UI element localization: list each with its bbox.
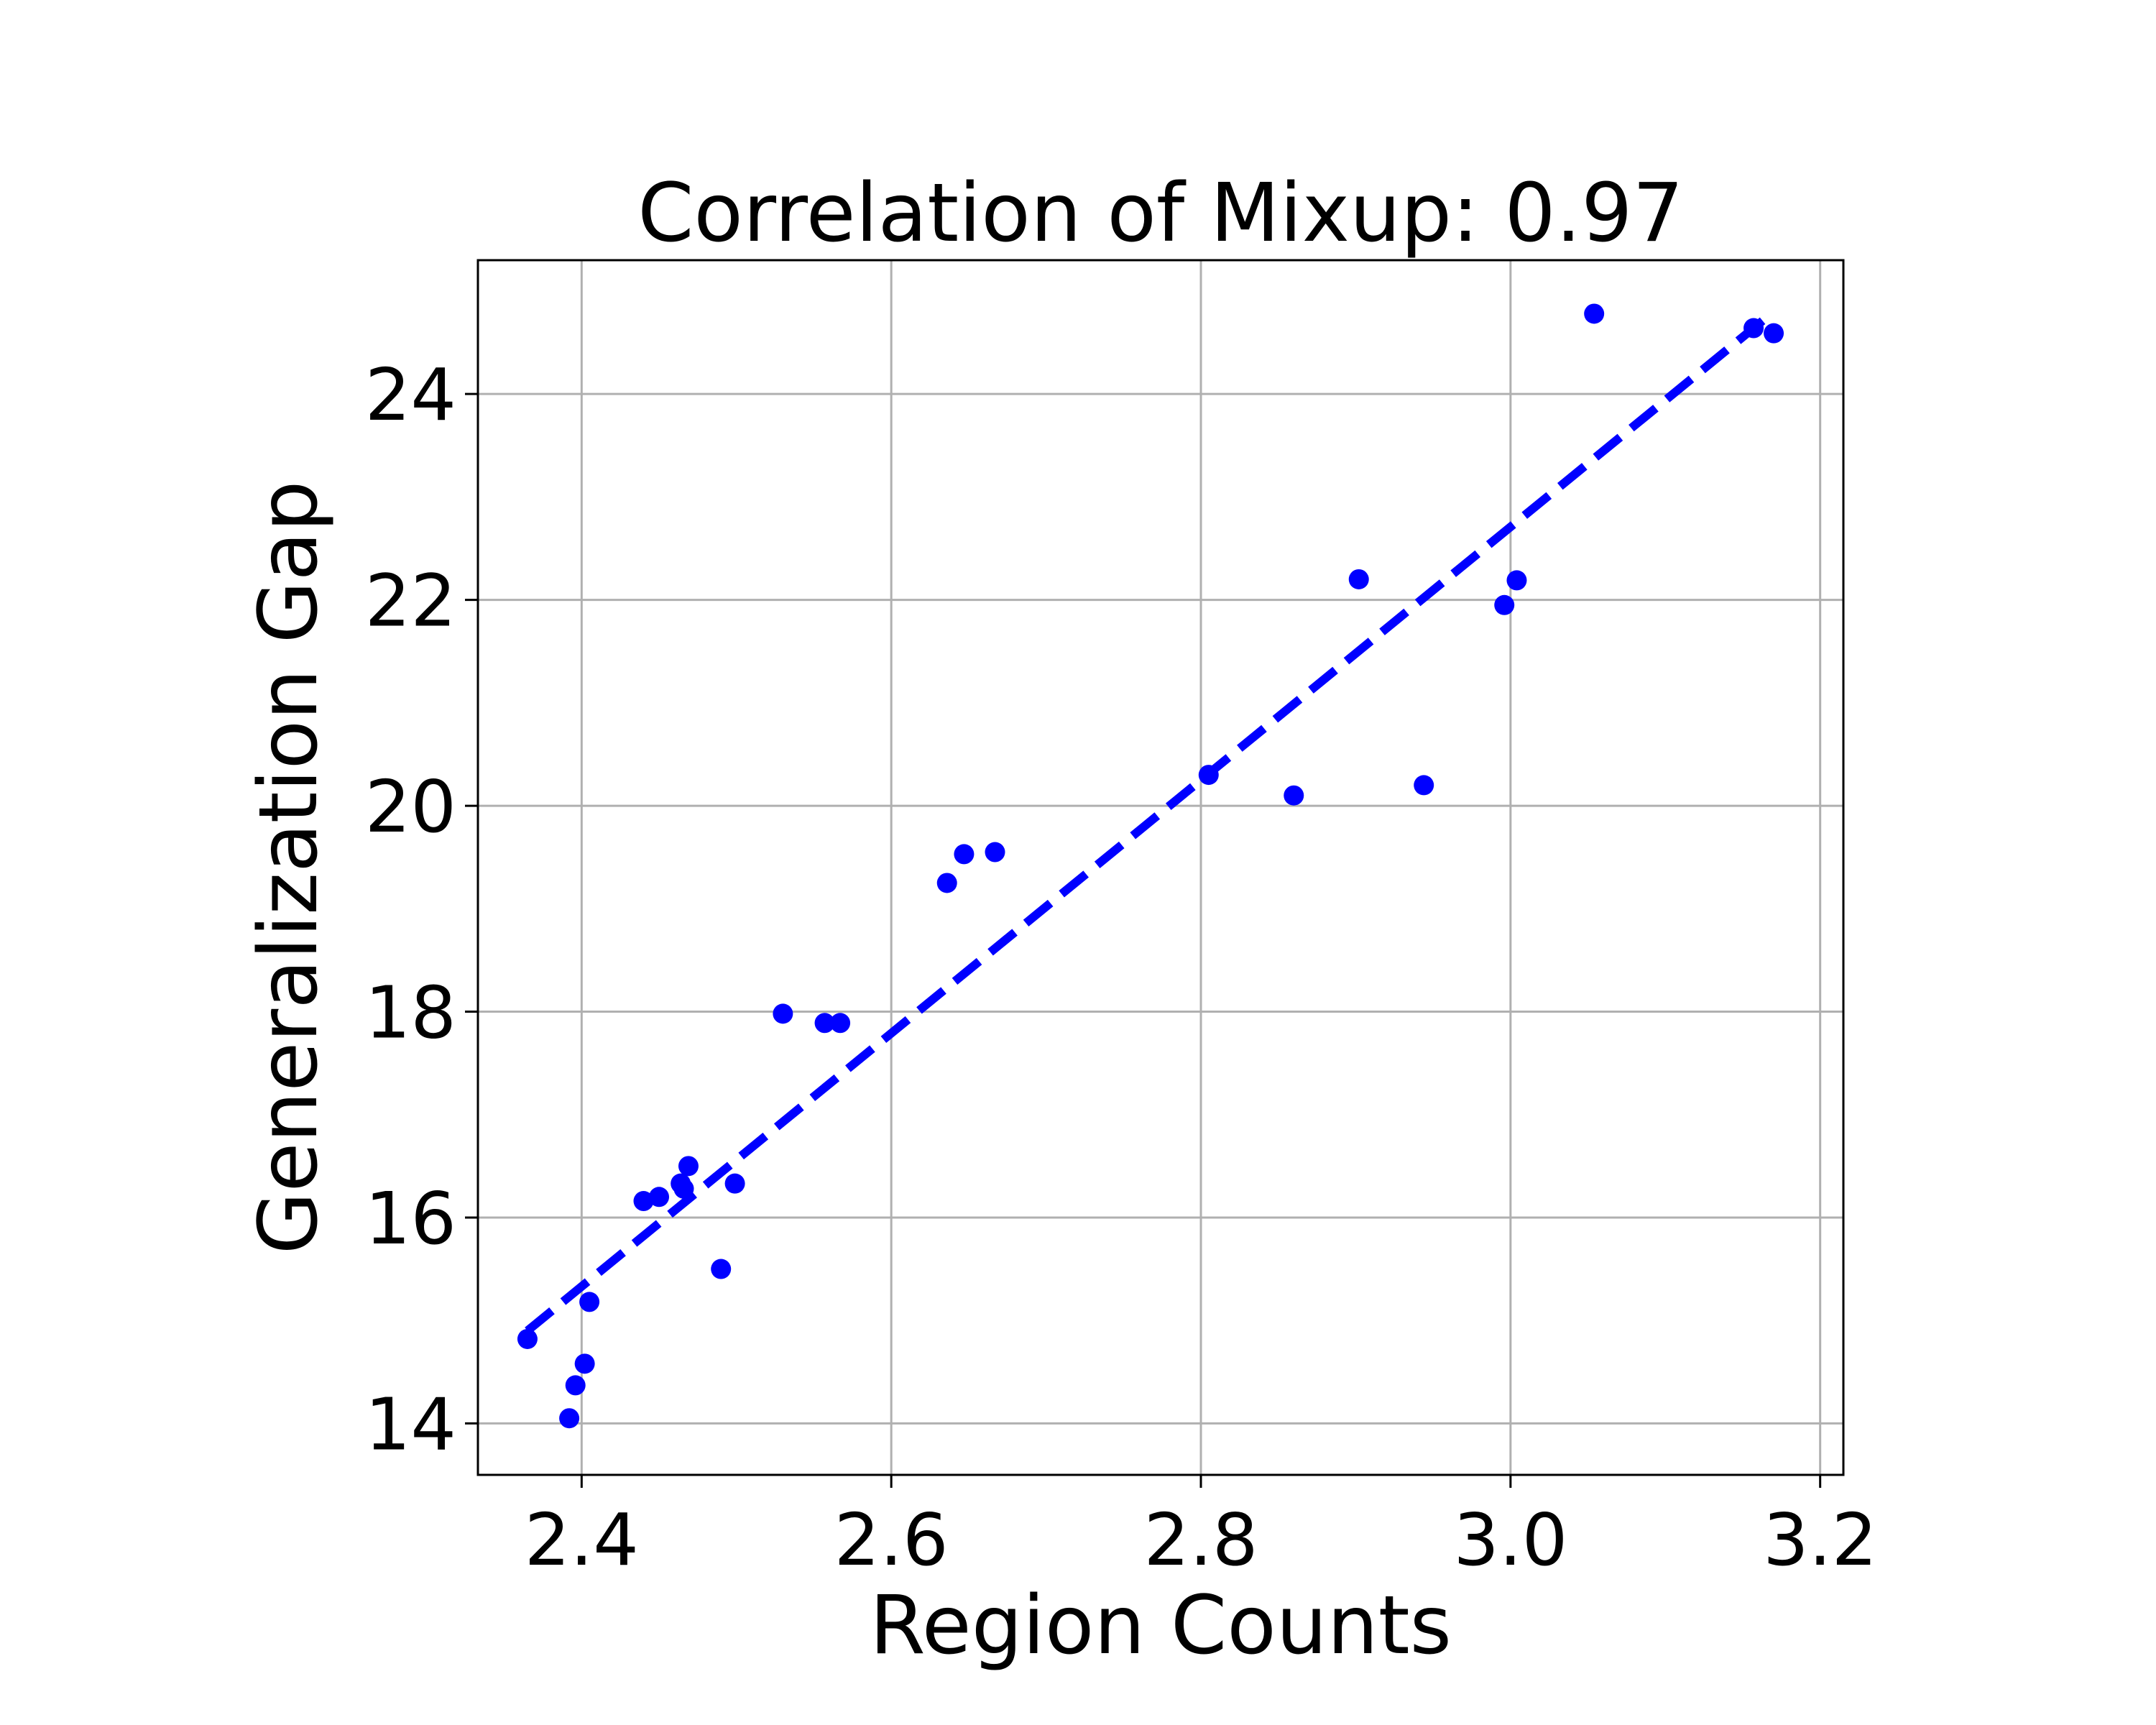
scatter-point <box>1764 323 1784 344</box>
scatter-point <box>1414 775 1434 796</box>
scatter-point <box>711 1259 732 1279</box>
y-tick-label: 16 <box>365 1177 456 1261</box>
scatter-point <box>724 1173 745 1194</box>
scatter-point <box>1584 303 1605 324</box>
scatter-point <box>773 1003 793 1024</box>
chart-title: Correlation of Mixup: 0.97 <box>637 167 1684 260</box>
trend-line-layer <box>525 308 1777 1335</box>
scatter-point <box>1506 570 1527 591</box>
fit-line <box>525 308 1777 1335</box>
x-tick-label: 2.6 <box>834 1498 949 1582</box>
scatter-point <box>1284 785 1304 806</box>
x-tick-label: 2.8 <box>1143 1498 1258 1582</box>
x-axis-label: Region Counts <box>870 1579 1452 1673</box>
scatter-point <box>673 1178 694 1199</box>
scatter-point <box>559 1408 580 1429</box>
scatter-point <box>517 1328 538 1349</box>
scatter-point <box>633 1191 654 1212</box>
scatter-point <box>1494 594 1515 615</box>
y-axis-label: Generalization Gap <box>242 481 336 1255</box>
grid-lines <box>478 260 1843 1475</box>
scatter-point <box>830 1013 851 1034</box>
scatter-point <box>565 1375 586 1396</box>
x-tick-label: 3.2 <box>1763 1498 1877 1582</box>
scatter-point <box>954 844 975 865</box>
scatter-point <box>649 1187 670 1208</box>
scatter-point <box>579 1292 600 1312</box>
scatter-point <box>1198 765 1219 786</box>
axis-ticks: 2.4 2.6 2.8 3.0 3.2 14 16 18 20 22 24 <box>365 353 1877 1582</box>
y-tick-label: 24 <box>365 353 456 437</box>
scatter-point <box>814 1013 835 1034</box>
scatter-point <box>936 873 957 893</box>
data-points <box>517 303 1784 1429</box>
plot-area-frame <box>476 259 1845 1476</box>
y-tick-label: 20 <box>365 765 456 849</box>
scatter-point <box>1348 569 1369 589</box>
y-tick-label: 18 <box>365 971 456 1055</box>
y-tick-label: 22 <box>365 559 456 643</box>
y-tick-label: 14 <box>365 1382 456 1466</box>
scatter-point <box>678 1156 699 1177</box>
scatter-point <box>1743 318 1764 339</box>
x-tick-label: 3.0 <box>1453 1498 1567 1582</box>
x-tick-label: 2.4 <box>525 1498 639 1582</box>
scatter-point <box>985 842 1005 862</box>
scatter-point <box>574 1353 595 1374</box>
